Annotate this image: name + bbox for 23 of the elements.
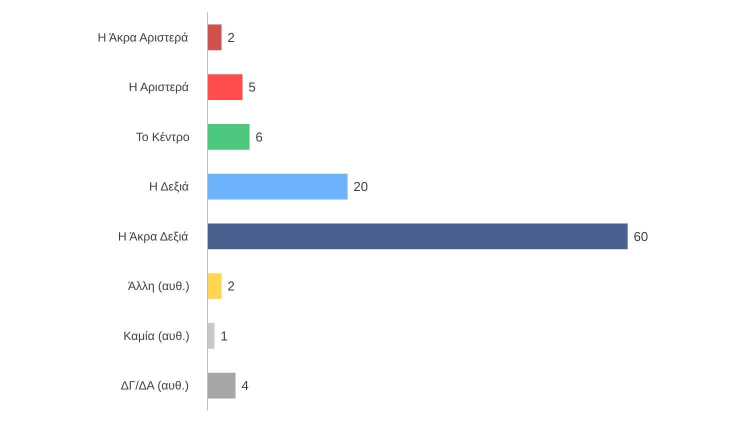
y-tick-label: ΔΓ/ΔΑ (αυθ.) [120,378,189,393]
y-tick-label: Η Άκρα Δεξιά [118,229,188,244]
bar [208,174,348,200]
y-tick-label: Η Άκρα Αριστερά [98,30,188,44]
data-label: 1 [220,328,228,344]
y-tick-label: Καμία (αυθ.) [123,328,190,343]
data-label: 2 [228,30,235,45]
bar [208,372,236,399]
y-tick-label: Άλλη (αυθ.) [128,279,190,294]
data-label: 20 [354,179,368,194]
data-label: 5 [248,80,256,95]
y-tick-label: Το Κέντρο [136,130,190,144]
bar [208,273,222,300]
y-tick-label: Η Αριστερά [128,80,189,94]
y-tick-label: Η Δεξιά [149,180,189,194]
bar [208,74,243,100]
data-label: 4 [242,378,249,394]
bar [208,223,628,250]
data-label: 6 [256,129,263,144]
bar [208,124,250,150]
data-label: 2 [228,278,235,294]
data-label: 60 [634,228,648,244]
bar [208,24,222,50]
